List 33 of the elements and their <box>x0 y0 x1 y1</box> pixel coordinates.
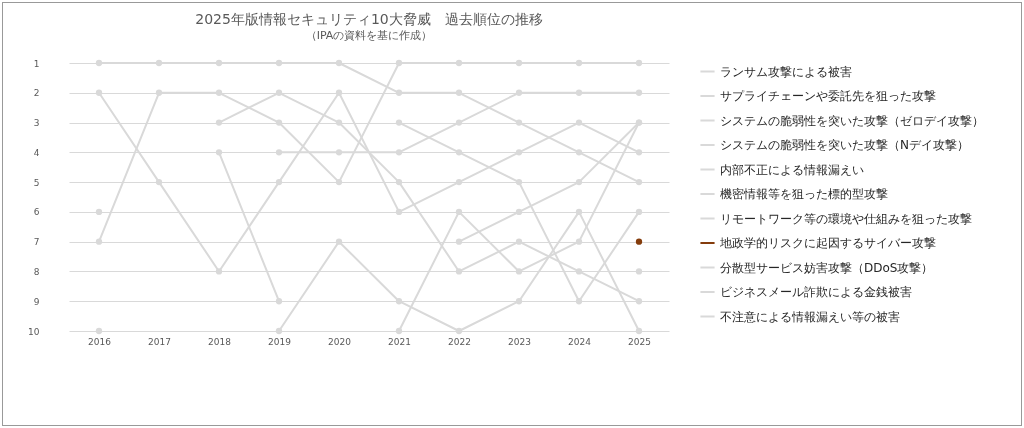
y-tick-label: 9 <box>33 296 40 307</box>
legend-label: サプライチェーンや委託先を狙った攻撃 <box>720 89 936 103</box>
legend-label: ビジネスメール詐欺による金銭被害 <box>720 285 912 299</box>
x-tick-label: 2021 <box>388 336 411 347</box>
y-tick-label: 6 <box>33 207 40 218</box>
y-tick-label: 4 <box>33 147 40 158</box>
x-tick-label: 2023 <box>508 336 531 347</box>
y-tick-label: 1 <box>33 58 40 69</box>
y-tick-label: 7 <box>33 237 40 248</box>
x-tick-label: 2025 <box>628 336 651 347</box>
x-tick-label: 2022 <box>448 336 471 347</box>
y-tick-label: 2 <box>33 88 40 99</box>
legend-label: リモートワーク等の環境や仕組みを狙った攻撃 <box>720 211 972 226</box>
legend-label: ランサム攻撃による被害 <box>720 64 852 79</box>
x-tick-label: 2016 <box>88 336 112 347</box>
legend-label: システムの脆弱性を突いた攻撃（ゼロデイ攻撃） <box>720 113 984 128</box>
chart-subtitle: （IPAの資料を基に作成） <box>305 29 433 42</box>
x-tick-label: 2024 <box>568 336 592 347</box>
legend-label: 機密情報等を狙った標的型攻撃 <box>720 187 888 201</box>
legend-label: システムの脆弱性を突いた攻撃（Nデイ攻撃） <box>720 138 969 152</box>
x-tick-label: 2019 <box>268 336 292 347</box>
legend-label: 不注意による情報漏えい等の被害 <box>720 309 900 324</box>
legend-label: 地政学的リスクに起因するサイバー攻撃 <box>719 236 936 250</box>
x-tick-label: 2017 <box>148 336 171 347</box>
x-tick-label: 2018 <box>208 336 232 347</box>
y-tick-label: 10 <box>28 326 40 337</box>
y-tick-label: 3 <box>33 118 40 129</box>
y-tick-label: 5 <box>33 177 40 188</box>
legend-label: 分散型サービス妨害攻撃（DDoS攻撃） <box>720 260 934 275</box>
y-tick-label: 8 <box>33 266 40 277</box>
chart-title: 2025年版情報セキュリティ10大脅威 過去順位の推移 <box>195 11 543 27</box>
x-tick-label: 2020 <box>328 336 352 347</box>
legend-label: 内部不正による情報漏えい <box>720 162 864 177</box>
